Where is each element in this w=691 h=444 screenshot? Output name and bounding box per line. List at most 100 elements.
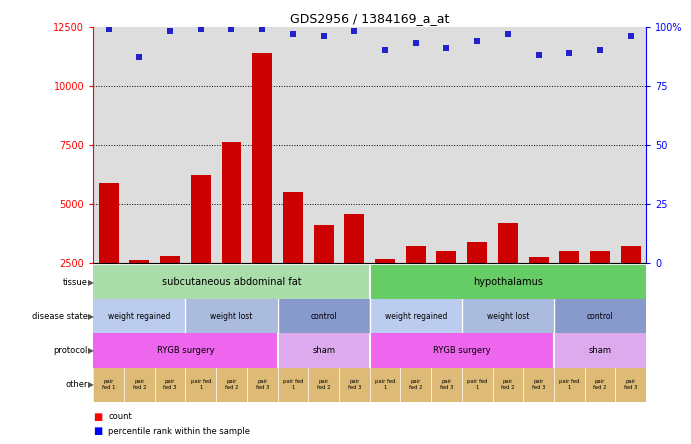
Text: count: count — [108, 412, 132, 421]
Bar — [93, 299, 185, 333]
Bar — [99, 182, 119, 322]
Bar — [437, 251, 457, 322]
Bar — [523, 369, 554, 401]
Text: pair
fed 2: pair fed 2 — [501, 379, 515, 390]
Text: other: other — [65, 380, 88, 389]
Bar — [191, 175, 211, 322]
Bar — [93, 333, 278, 368]
Text: ■: ■ — [93, 426, 102, 436]
Text: weight regained: weight regained — [385, 312, 447, 321]
Text: pair
fed 3: pair fed 3 — [348, 379, 361, 390]
Point — [502, 30, 513, 37]
Bar — [160, 256, 180, 322]
Point — [196, 25, 207, 32]
Bar — [498, 223, 518, 322]
Point — [625, 32, 636, 40]
Text: percentile rank within the sample: percentile rank within the sample — [108, 427, 250, 436]
Bar — [93, 369, 124, 401]
Text: subcutaneous abdominal fat: subcutaneous abdominal fat — [162, 277, 301, 287]
Text: pair
fed 3: pair fed 3 — [256, 379, 269, 390]
Bar — [216, 369, 247, 401]
Bar — [185, 369, 216, 401]
Bar — [585, 369, 616, 401]
Bar — [554, 299, 646, 333]
Bar — [283, 192, 303, 322]
Bar — [93, 265, 370, 299]
Bar — [278, 299, 370, 333]
Point — [318, 32, 329, 40]
Bar — [462, 369, 493, 401]
Text: pair
fed 2: pair fed 2 — [133, 379, 146, 390]
Bar — [308, 369, 339, 401]
Text: hypothalamus: hypothalamus — [473, 277, 543, 287]
Bar — [185, 299, 278, 333]
Bar — [370, 299, 462, 333]
Text: pair fed
1: pair fed 1 — [375, 379, 395, 390]
Point — [379, 47, 390, 54]
Bar — [406, 246, 426, 322]
Text: ▶: ▶ — [88, 278, 95, 287]
Text: pair
fed 3: pair fed 3 — [163, 379, 177, 390]
Text: protocol: protocol — [53, 346, 88, 355]
Text: pair fed
1: pair fed 1 — [191, 379, 211, 390]
Bar — [621, 246, 641, 322]
Text: control: control — [310, 312, 337, 321]
Text: pair fed
1: pair fed 1 — [283, 379, 303, 390]
Bar — [590, 251, 610, 322]
Text: pair
fed 3: pair fed 3 — [532, 379, 545, 390]
Text: pair
fed 2: pair fed 2 — [594, 379, 607, 390]
Text: pair fed
1: pair fed 1 — [467, 379, 487, 390]
Bar — [529, 257, 549, 322]
Text: sham: sham — [312, 346, 335, 355]
Bar — [344, 214, 364, 322]
Point — [164, 28, 176, 35]
Bar — [222, 143, 241, 322]
Bar — [278, 369, 308, 401]
Text: pair
fed 1: pair fed 1 — [102, 379, 115, 390]
Title: GDS2956 / 1384169_a_at: GDS2956 / 1384169_a_at — [290, 12, 449, 25]
Bar — [554, 369, 585, 401]
Text: sham: sham — [589, 346, 612, 355]
Point — [103, 25, 114, 32]
Bar — [616, 369, 646, 401]
Text: pair fed
1: pair fed 1 — [559, 379, 580, 390]
Point — [533, 52, 544, 59]
Bar — [554, 333, 646, 368]
Bar — [467, 242, 487, 322]
Point — [441, 44, 452, 52]
Point — [226, 25, 237, 32]
Bar — [559, 251, 579, 322]
Bar — [375, 259, 395, 322]
Bar — [314, 225, 334, 322]
Point — [472, 37, 483, 44]
Text: ▶: ▶ — [88, 346, 95, 355]
Bar — [129, 261, 149, 322]
Point — [134, 54, 145, 61]
Text: pair
fed 3: pair fed 3 — [624, 379, 637, 390]
Bar — [252, 53, 272, 322]
Bar — [155, 369, 185, 401]
Point — [287, 30, 299, 37]
Text: RYGB surgery: RYGB surgery — [157, 346, 214, 355]
Text: control: control — [587, 312, 614, 321]
Text: pair
fed 2: pair fed 2 — [317, 379, 330, 390]
Bar — [339, 369, 370, 401]
Text: ▶: ▶ — [88, 380, 95, 389]
Point — [594, 47, 605, 54]
Text: weight lost: weight lost — [486, 312, 529, 321]
Text: pair
fed 2: pair fed 2 — [225, 379, 238, 390]
Bar — [431, 369, 462, 401]
Text: weight lost: weight lost — [210, 312, 253, 321]
Text: weight regained: weight regained — [108, 312, 171, 321]
Text: disease state: disease state — [32, 312, 88, 321]
Text: pair
fed 2: pair fed 2 — [409, 379, 422, 390]
Text: ▶: ▶ — [88, 312, 95, 321]
Point — [564, 49, 575, 56]
Bar — [247, 369, 278, 401]
Point — [410, 40, 422, 47]
Text: pair
fed 3: pair fed 3 — [439, 379, 453, 390]
Text: ■: ■ — [93, 412, 102, 422]
Bar — [400, 369, 431, 401]
Text: tissue: tissue — [63, 278, 88, 287]
Point — [256, 25, 267, 32]
